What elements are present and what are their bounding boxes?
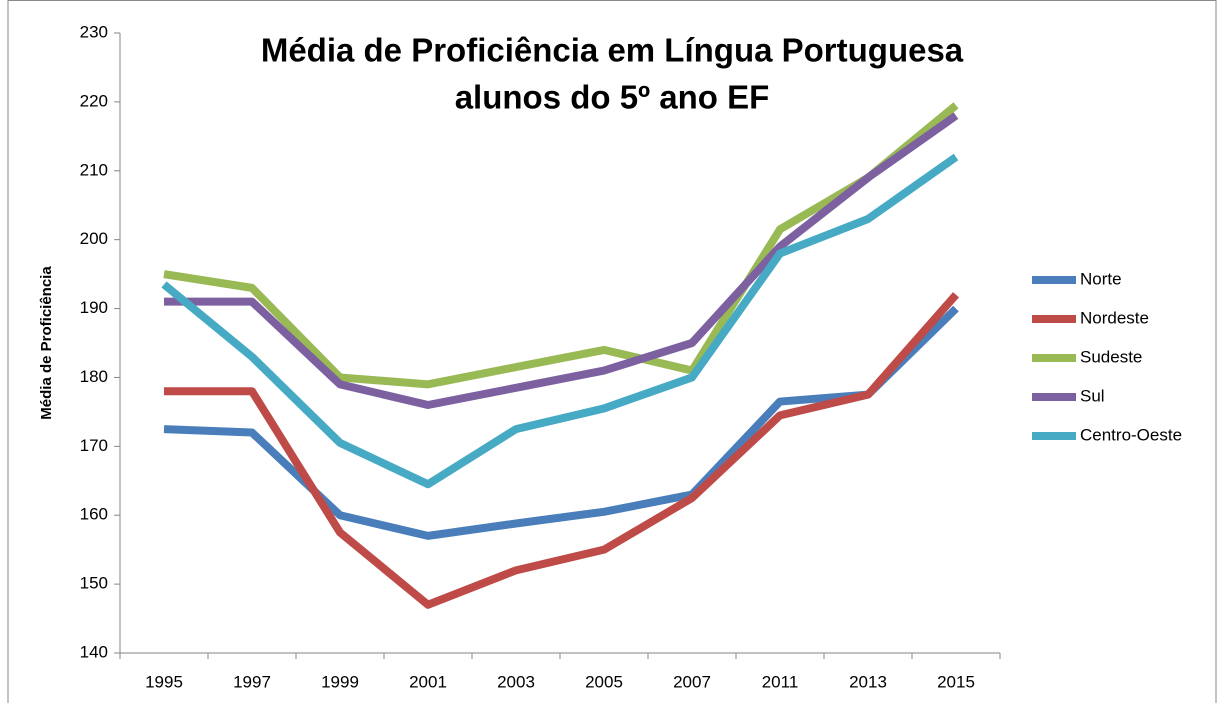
y-tick-label: 230 (80, 22, 108, 41)
y-tick-label: 190 (80, 298, 108, 317)
series-line (164, 292, 960, 609)
y-tick-label: 180 (80, 367, 108, 386)
x-tick-label: 2015 (937, 672, 975, 691)
y-tick-label: 200 (80, 229, 108, 248)
y-tick-label: 170 (80, 436, 108, 455)
y-tick-label: 210 (80, 160, 108, 179)
legend-label: Sudeste (1080, 347, 1142, 366)
legend-label: Sul (1080, 386, 1105, 405)
x-tick-label: 2007 (673, 672, 711, 691)
x-tick-label: 2011 (762, 672, 799, 691)
x-tick-label: 1997 (233, 672, 271, 691)
series-line (164, 112, 959, 409)
legend-label: Nordeste (1080, 308, 1149, 327)
x-tick-label: 2013 (849, 672, 887, 691)
x-tick-label: 2003 (497, 672, 535, 691)
x-tick-label: 1999 (321, 672, 359, 691)
chart-title: Média de Proficiência em Língua Portugue… (261, 32, 964, 69)
legend-label: Centro-Oeste (1080, 425, 1182, 444)
chart-title: alunos do 5º ano EF (455, 79, 770, 116)
x-tick-label: 1995 (145, 672, 183, 691)
series-line (161, 153, 959, 489)
chart-frame (7, 0, 1217, 703)
x-tick-label: 2001 (409, 672, 447, 691)
y-tick-label: 150 (80, 574, 108, 593)
y-tick-label: 140 (80, 642, 108, 661)
y-tick-label: 220 (80, 91, 108, 110)
series-line (163, 305, 959, 540)
x-tick-label: 2005 (585, 672, 623, 691)
y-tick-label: 160 (80, 505, 108, 524)
series-line (163, 102, 959, 389)
legend-label: Norte (1080, 269, 1122, 288)
y-axis-label: Média de Proficiência (38, 266, 55, 420)
